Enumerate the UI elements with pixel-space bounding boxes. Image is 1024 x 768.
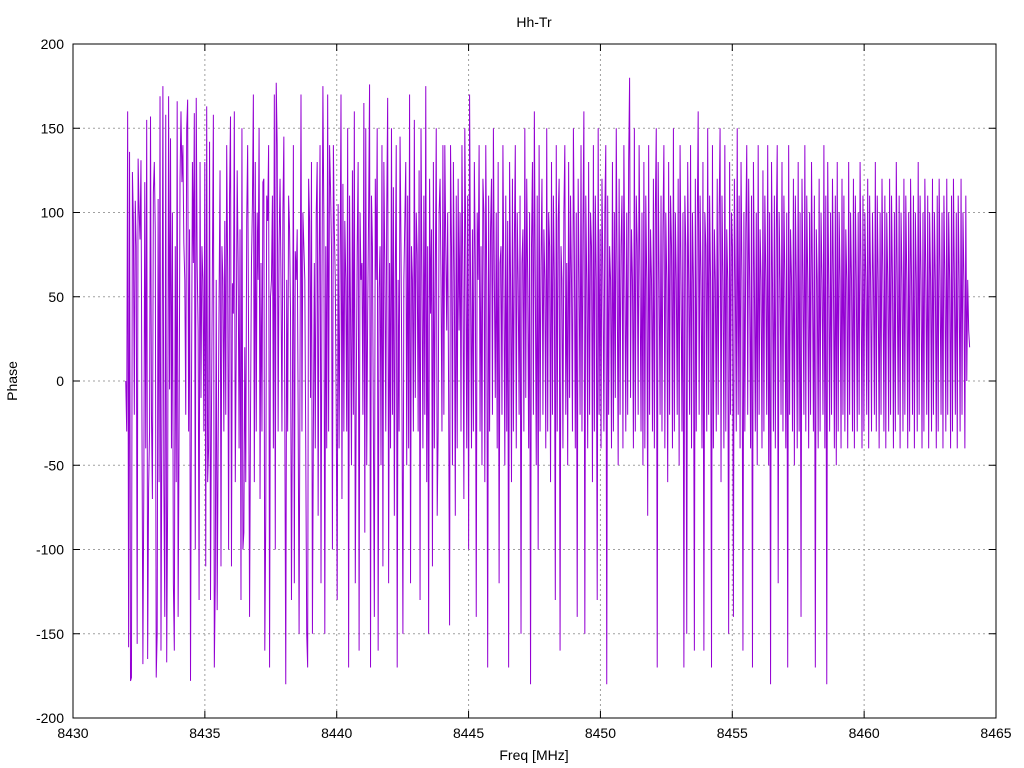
- x-tick-label: 8460: [849, 725, 880, 741]
- x-tick-label: 8455: [717, 725, 748, 741]
- x-tick-label: 8430: [57, 725, 88, 741]
- y-tick-label: 0: [56, 373, 64, 389]
- x-tick-label: 8440: [321, 725, 352, 741]
- y-tick-label: 200: [41, 36, 65, 52]
- chart-title: Hh-Tr: [516, 14, 552, 30]
- y-tick-label: 50: [48, 289, 64, 305]
- series-layer: [125, 77, 971, 685]
- x-tick-label: 8435: [189, 725, 220, 741]
- y-tick-label: -150: [36, 626, 64, 642]
- tick-marks: [72, 43, 997, 719]
- y-tick-label: -50: [44, 457, 64, 473]
- x-tick-label: 8445: [453, 725, 484, 741]
- x-tick-label: 8450: [585, 725, 616, 741]
- y-tick-label: -200: [36, 710, 64, 726]
- x-axis-label: Freq [MHz]: [499, 747, 568, 763]
- x-tick-labels: 8430 8435 8440 8445 8450 8455 8460 8465: [57, 725, 1011, 741]
- x-tick-label: 8465: [980, 725, 1011, 741]
- y-tick-labels: -200 -150 -100 -50 0 50 100 150 200: [36, 36, 64, 726]
- phase-series-line: [125, 77, 971, 685]
- y-tick-label: 150: [41, 120, 65, 136]
- y-tick-label: 100: [41, 205, 65, 221]
- y-axis-label: Phase: [4, 361, 20, 401]
- y-tick-label: -100: [36, 542, 64, 558]
